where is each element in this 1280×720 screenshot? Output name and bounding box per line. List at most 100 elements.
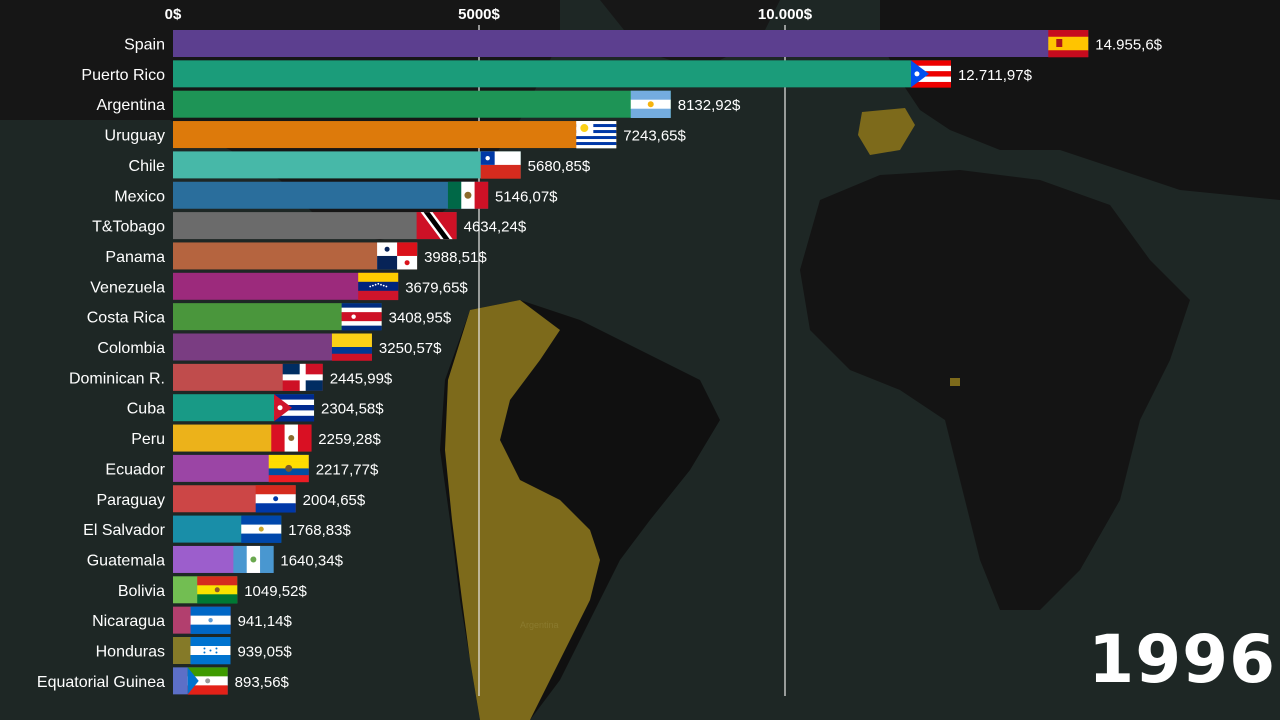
trinidad-tobago-flag-icon [416,212,457,240]
x-tick-label: 5000$ [458,6,500,23]
north-america-land [0,0,560,240]
bar-row: Equatorial Guinea 893,56$ [37,667,290,695]
value-label: 2217,77$ [316,461,379,478]
bar [173,121,617,149]
category-label: Puerto Rico [81,67,165,84]
category-label: T&Tobago [92,219,165,236]
bar-row: Chile 5680,85$ [129,151,591,179]
category-label: Equatorial Guinea [37,674,165,691]
value-label: 3988,51$ [424,249,487,266]
value-label: 3250,57$ [379,340,442,357]
x-tick-label: 0$ [165,6,182,23]
bar-row: El Salvador 1768,83$ [83,515,351,543]
bar [173,181,488,209]
value-label: 4634,24$ [464,219,527,236]
category-label: Cuba [127,401,165,418]
dominican-republic-flag-icon [282,363,323,391]
category-label: Uruguay [105,128,165,145]
venezuela-flag-icon [358,272,399,301]
bar-row: Mexico 5146,07$ [114,181,558,209]
bar-row: Dominican R. 2445,99$ [69,363,393,391]
panama-flag-icon [377,242,418,270]
map-label-argentina: Argentina [520,620,559,630]
chile-flag-icon [480,151,521,179]
spain-land-highlight [858,108,915,155]
bar [173,151,521,179]
value-label: 14.955,6$ [1095,37,1162,54]
south-america-highlight [445,300,600,720]
category-label: Costa Rica [87,310,165,327]
africa-land [800,170,1190,610]
spain-flag-icon [1048,30,1089,58]
bar [173,30,1089,57]
honduras-flag-icon [190,637,231,665]
category-label: Spain [124,37,165,54]
category-label: Ecuador [105,461,165,478]
category-label: Peru [131,431,165,448]
peru-flag-icon [271,424,312,452]
cuba-flag-icon [274,394,315,422]
bar-row: T&Tobago 4634,24$ [92,212,527,240]
value-label: 12.711,97$ [958,67,1033,84]
el-salvador-flag-icon [241,515,282,543]
bar-row: Guatemala 1640,34$ [87,545,344,573]
bar-row: Paraguay 2004,65$ [97,485,366,513]
colombia-flag-icon [331,333,372,361]
costa-rica-flag-icon [341,303,382,331]
tick-labels: 0$ 5000$ 10.000$ [165,6,813,23]
bar [173,212,457,240]
value-label: 941,14$ [238,613,293,630]
value-label: 1640,34$ [280,552,343,569]
category-label: El Salvador [83,522,165,539]
paraguay-flag-icon [255,485,296,513]
year-label: 1996 [1088,621,1276,698]
guatemala-flag-icon [233,545,274,573]
bar-row: Panama 3988,51$ [105,242,487,270]
bar-row: Uruguay 7243,65$ [105,121,687,149]
category-label: Colombia [97,340,165,357]
category-label: Nicaragua [92,613,165,630]
bar [173,90,671,118]
value-label: 7243,65$ [623,128,686,145]
x-tick-label: 10.000$ [758,6,813,23]
category-label: Mexico [114,188,165,205]
ecuador-flag-icon [268,454,309,483]
value-label: 2259,28$ [318,431,381,448]
equatorial-guinea-flag-icon [187,667,228,695]
category-label: Honduras [96,644,165,661]
bar-row: Cuba 2304,58$ [127,394,384,422]
bar-row: Venezuela 3679,65$ [90,272,468,301]
value-label: 3408,95$ [389,310,452,327]
category-label: Chile [129,158,166,175]
bar-row: Puerto Rico 12.711,97$ [81,60,1033,88]
bar-row: Costa Rica 3408,95$ [87,303,452,331]
bar-row: Bolivia 1049,52$ [118,576,307,604]
category-label: Venezuela [90,279,165,296]
uruguay-flag-icon [576,121,617,149]
value-label: 1049,52$ [244,583,307,600]
bar [173,60,951,88]
mexico-flag-icon [447,181,489,209]
value-label: 2304,58$ [321,401,384,418]
bar-row: Peru 2259,28$ [131,424,381,452]
value-label: 2445,99$ [330,370,393,387]
bar-row: Argentina 8132,92$ [97,90,741,118]
argentina-flag-icon [630,90,671,118]
value-label: 1768,83$ [288,522,351,539]
value-label: 3679,65$ [405,279,468,296]
equatorial-guinea-highlight [950,378,960,386]
category-label: Guatemala [87,552,165,569]
value-label: 893,56$ [235,674,290,691]
bar-row: Spain 14.955,6$ [124,30,1163,58]
bar-row: Nicaragua 941,14$ [92,606,293,634]
bars: Spain 14.955,6$ Puerto Rico 12.711,97$ Argen… [37,30,1163,695]
value-label: 939,05$ [237,644,292,661]
category-label: Panama [105,249,165,266]
category-label: Bolivia [118,583,165,600]
bar-row: Honduras 939,05$ [96,637,292,665]
nicaragua-flag-icon [190,606,231,634]
value-label: 5680,85$ [528,158,591,175]
bolivia-flag-icon [197,576,238,604]
